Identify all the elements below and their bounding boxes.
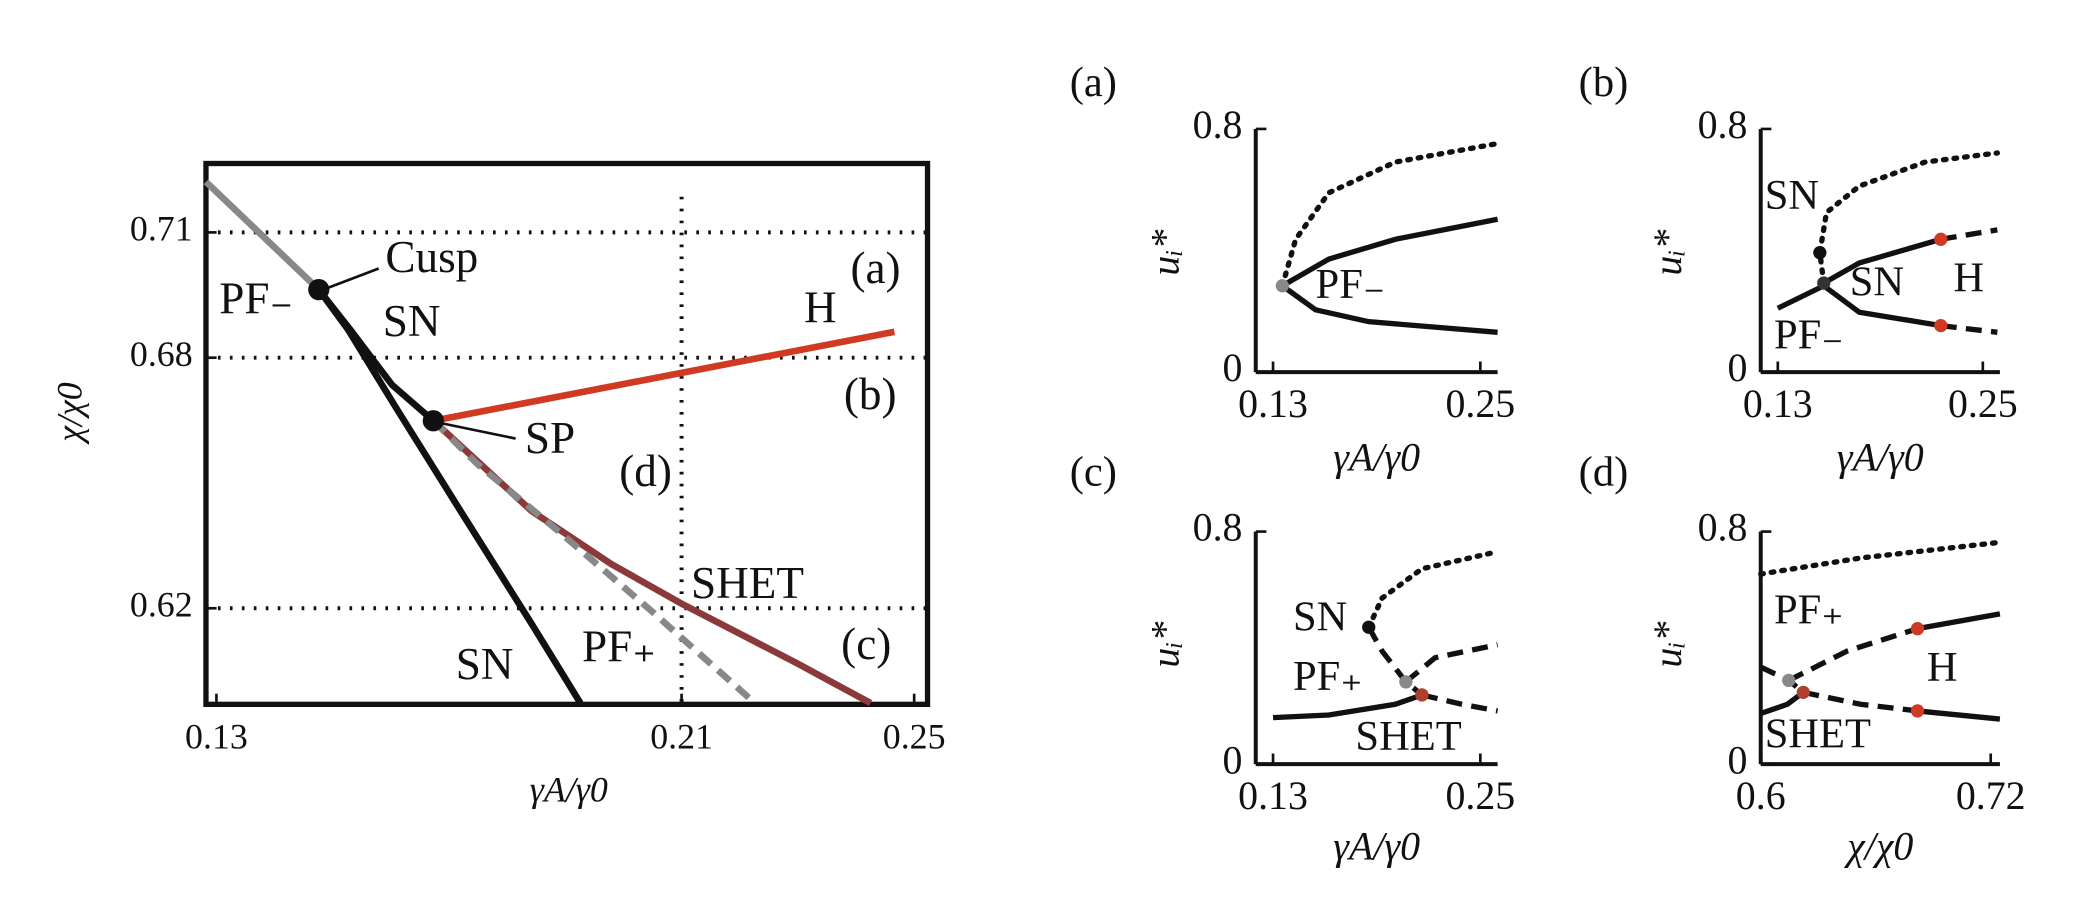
- annotation: H: [1953, 255, 1984, 302]
- annotation: H: [1927, 644, 1958, 691]
- y-tick-label: 0.8: [1698, 102, 1748, 147]
- curve: [432, 328, 896, 425]
- curve: [1917, 611, 2001, 632]
- x-axis-label: γA/γ0: [1333, 824, 1420, 869]
- x-tick-label: 0.13: [1238, 381, 1308, 426]
- curve: [1940, 322, 1998, 335]
- annotation: SN: [383, 296, 441, 346]
- curve: [1281, 216, 1499, 289]
- annotation: (d): [619, 446, 672, 496]
- curve: [1802, 689, 1918, 714]
- point: [1275, 279, 1290, 293]
- y-axis-label: χ/χ0: [49, 382, 89, 445]
- x-axis-label: γA/γ0: [1333, 434, 1420, 479]
- point: [1813, 246, 1827, 260]
- x-tick-label: 0.25: [1445, 773, 1515, 818]
- point: [1910, 704, 1925, 718]
- x-tick-label: 0.21: [650, 716, 713, 756]
- curve: [1421, 692, 1499, 714]
- curve: [316, 287, 584, 705]
- panel-label: (b): [1579, 59, 1629, 106]
- annotation: (b): [844, 369, 897, 419]
- annotation: H: [804, 283, 837, 333]
- x-tick-label: 0.72: [1956, 773, 2026, 818]
- x-tick-label: 0.13: [1238, 773, 1308, 818]
- y-axis-label: uᵢ*: [1645, 229, 1690, 275]
- annotation: SN: [1293, 593, 1347, 640]
- curve: [1822, 236, 1942, 286]
- annotation: SHET: [1355, 713, 1461, 760]
- curve: [1776, 282, 1942, 329]
- point: [1817, 276, 1831, 290]
- x-tick-label: 0.25: [1948, 381, 2018, 426]
- panel-label: (d): [1579, 449, 1629, 496]
- x-tick-label: 0.6: [1736, 773, 1786, 818]
- annotation: PF₋: [1316, 261, 1386, 308]
- panel-label: (c): [1070, 449, 1117, 496]
- x-tick-label: 0.13: [185, 716, 248, 756]
- curve: [1366, 625, 1424, 698]
- x-tick-label: 0.13: [1743, 381, 1813, 426]
- curve: [1759, 664, 1805, 695]
- curve: [1940, 227, 1998, 242]
- axes-frame: [203, 160, 931, 707]
- annotation: PF₋: [1774, 312, 1844, 359]
- point: [1934, 318, 1948, 333]
- annotation: (a): [850, 243, 900, 293]
- point: [1415, 688, 1429, 702]
- point: [1934, 232, 1948, 246]
- curve: [1272, 692, 1423, 721]
- annotation: SP: [525, 413, 575, 463]
- point: [1782, 673, 1796, 688]
- x-tick-label: 0.25: [1445, 381, 1515, 426]
- y-tick-label: 0: [1727, 345, 1747, 390]
- y-tick-label: 0: [1223, 345, 1243, 390]
- point: [1796, 685, 1810, 699]
- y-tick-label: 0.71: [130, 209, 193, 249]
- leader-line: [438, 421, 516, 440]
- annotation: SHET: [691, 558, 804, 608]
- annotation: PF₊: [582, 622, 656, 672]
- y-tick-label: 0: [1727, 737, 1747, 782]
- y-axis-label: uᵢ*: [1143, 229, 1188, 275]
- panel-label: (a): [1070, 59, 1117, 106]
- curve: [1404, 642, 1499, 684]
- x-axis-label: γA/γ0: [530, 770, 608, 810]
- point: [308, 278, 330, 301]
- curve: [1280, 283, 1498, 335]
- point: [1399, 675, 1413, 689]
- curve: [1279, 140, 1501, 289]
- x-tick-label: 0.25: [883, 716, 946, 756]
- annotation: PF₋: [219, 273, 293, 323]
- annotation: (c): [841, 619, 891, 669]
- annotation: Cusp: [385, 232, 478, 282]
- annotation: SN: [1765, 172, 1819, 219]
- y-tick-label: 0.8: [1193, 102, 1243, 147]
- curve: [1917, 708, 2001, 722]
- curve: [1366, 548, 1501, 630]
- x-axis-label: χ/χ0: [1843, 824, 1913, 869]
- annotation: SN: [1850, 259, 1904, 306]
- point: [1362, 620, 1376, 634]
- y-tick-label: 0.68: [130, 334, 193, 374]
- y-tick-label: 0.8: [1698, 505, 1748, 550]
- curve: [1758, 539, 2003, 577]
- y-axis-label: uᵢ*: [1143, 621, 1188, 667]
- curve: [1787, 626, 1919, 683]
- annotation: PF₊: [1293, 653, 1363, 700]
- annotation: SHET: [1765, 710, 1871, 757]
- annotation: PF₊: [1774, 587, 1844, 634]
- y-tick-label: 0: [1223, 737, 1243, 782]
- annotation: SN: [456, 639, 514, 689]
- leader-line: [322, 267, 380, 291]
- y-axis-label: uᵢ*: [1645, 621, 1690, 667]
- y-tick-label: 0.62: [130, 585, 193, 625]
- curve: [430, 418, 758, 706]
- x-axis-label: γA/γ0: [1837, 434, 1924, 479]
- y-tick-label: 0.8: [1193, 505, 1243, 550]
- point: [422, 410, 444, 432]
- point: [1910, 622, 1925, 636]
